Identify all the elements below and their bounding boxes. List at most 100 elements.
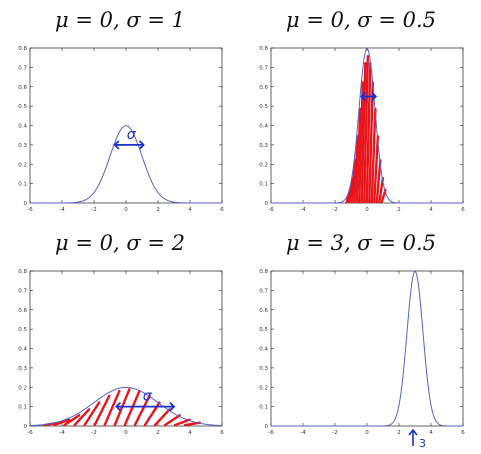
arrow-head-left	[113, 140, 120, 150]
arrow-head-right	[169, 401, 176, 412]
density-curve	[271, 47, 463, 204]
x-tick-label: 4	[188, 430, 192, 436]
x-tick-label: 0	[365, 207, 369, 213]
x-tick-label: 0	[124, 207, 128, 213]
chart-title-4: μ = 3, σ = 0.5	[286, 231, 436, 255]
y-tick-label: 0	[24, 424, 28, 430]
arrow-head-left	[360, 91, 367, 102]
y-tick-label: 0.7	[18, 288, 27, 294]
hatch-stroke	[153, 408, 171, 427]
hatch-stroke	[93, 394, 111, 427]
y-tick-label: 0.6	[18, 308, 27, 314]
hatch-stroke	[380, 188, 387, 204]
hatch-stroke	[378, 176, 385, 204]
y-tick-label: 0.1	[259, 405, 268, 411]
hatch-stroke	[173, 418, 191, 427]
hatch-stroke	[83, 401, 101, 427]
x-tick-label: 0	[124, 430, 128, 436]
hatch-stroke	[347, 176, 354, 204]
y-tick-label: 0.1	[18, 405, 27, 411]
y-tick-label: 0.8	[259, 269, 268, 275]
chart-3: 0 0.1 0.2 0.3 0.4 0.5 0.6 0.7 0.8 -6 -4 -2 0 2 4 6 σ	[18, 269, 224, 436]
y-tick-label: 0.5	[18, 104, 27, 110]
arrow-head-left	[115, 401, 122, 412]
y-tick-label: 0.7	[18, 65, 27, 71]
y-tick-label: 0.5	[259, 104, 268, 110]
x-tick-label: -2	[332, 207, 337, 213]
chart-1: 0 0.1 0.2 0.3 0.4 0.5 0.6 0.7 0.8 -6 -4 -2 0 2 4 6 σ	[18, 46, 224, 213]
hatch-stroke	[103, 389, 121, 427]
hatch-stroke	[350, 159, 357, 204]
y-tick-label: 0.5	[18, 327, 27, 333]
chart-panel-4: μ = 3, σ = 0.5 0 0.1 0.2 0.3 0.4 0.5 0.6 0.7 0.8…	[241, 227, 481, 454]
plot-frame	[29, 270, 223, 427]
x-tick-label: -4	[59, 430, 65, 436]
hatch-stroke	[123, 389, 141, 427]
x-tick-label: 6	[461, 207, 465, 213]
y-tick-label: 0.3	[259, 143, 268, 149]
x-tick-label: -4	[300, 207, 306, 213]
hatch-stroke	[373, 135, 380, 204]
y-tick-label: 0.4	[259, 347, 268, 353]
x-tick-label: 4	[429, 430, 433, 436]
x-tick-label: 2	[397, 430, 401, 436]
hatch-stroke	[133, 394, 151, 427]
arrow-head-right	[138, 140, 145, 150]
y-tick-label: 0	[24, 201, 28, 207]
y-tick-label: 0.2	[18, 162, 27, 168]
y-tick-label: 0.4	[18, 347, 27, 353]
hatch-stroke	[375, 159, 382, 204]
y-tick-label: 0.5	[259, 327, 268, 333]
y-tick-label: 0.6	[18, 85, 27, 91]
y-tick-label: 0.3	[18, 366, 27, 372]
density-curve	[30, 125, 222, 204]
hatch-stroke	[365, 62, 372, 204]
hatch-stroke	[163, 414, 181, 427]
y-tick-label: 0.7	[259, 65, 268, 71]
chart-panel-1: μ = 0, σ = 1 0 0.1 0.2 0.3 0.4 0.5 0.6 0.7 0.8 -6…	[0, 0, 240, 227]
y-tick-label: 0	[265, 201, 269, 207]
sigma-label: σ	[127, 127, 137, 143]
hatch-fill	[345, 54, 387, 204]
x-tick-label: -4	[59, 207, 65, 213]
x-tick-label: 6	[220, 430, 224, 436]
hatch-stroke	[63, 414, 81, 427]
hatch-stroke	[53, 418, 71, 427]
mean-label: 3	[419, 437, 426, 450]
y-tick-label: 0.3	[18, 143, 27, 149]
x-tick-label: -6	[268, 430, 274, 436]
y-tick-label: 0.2	[259, 162, 268, 168]
y-tick-label: 0.2	[259, 385, 268, 391]
chart-title-2: μ = 0, σ = 0.5	[286, 8, 436, 32]
chart-4: 0 0.1 0.2 0.3 0.4 0.5 0.6 0.7 0.8 -6 -4 -2 0 2 4 6 3	[259, 269, 465, 450]
hatch-stroke	[368, 81, 375, 204]
hatch-stroke	[357, 81, 365, 204]
y-tick-label: 0.8	[18, 269, 27, 275]
plot-frame	[270, 270, 464, 427]
chart-title-1: μ = 0, σ = 1	[55, 8, 185, 32]
x-tick-label: 4	[188, 207, 192, 213]
y-tick-label: 0.1	[18, 182, 27, 188]
hatch-stroke	[352, 135, 359, 204]
x-tick-label: -6	[27, 430, 33, 436]
density-curve	[271, 270, 463, 427]
x-tick-label: -2	[91, 430, 96, 436]
mean-arrow-head	[408, 428, 418, 436]
y-tick-label: 0.6	[259, 308, 268, 314]
x-tick-label: 4	[429, 207, 433, 213]
y-tick-label: 0.7	[259, 288, 268, 294]
y-tick-label: 0.4	[18, 124, 27, 130]
x-tick-label: 6	[220, 207, 224, 213]
chart-panel-3: μ = 0, σ = 2 0 0.1 0.2 0.3 0.4 0.5 0.6 0.7 0.8 -6…	[0, 227, 240, 454]
sigma-label: σ	[143, 389, 153, 405]
hatch-stroke	[370, 107, 377, 204]
chart-title-3: μ = 0, σ = 2	[55, 231, 185, 255]
y-tick-label: 0.8	[18, 46, 27, 52]
chart-panel-2: μ = 0, σ = 0.5 0 0.1 0.2 0.3 0.4 0.5 0.6 0.7 0.8…	[241, 0, 481, 227]
x-tick-label: 2	[397, 207, 401, 213]
x-tick-label: -2	[332, 430, 337, 436]
y-tick-label: 0	[265, 424, 269, 430]
x-tick-label: 2	[156, 207, 160, 213]
x-tick-label: 0	[365, 430, 369, 436]
y-tick-label: 0.1	[259, 182, 268, 188]
